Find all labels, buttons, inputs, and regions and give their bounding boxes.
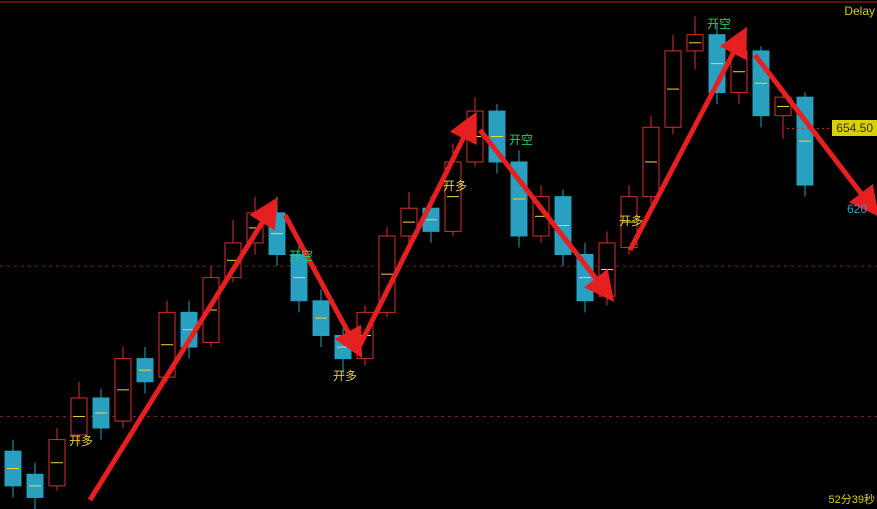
candlestick-chart: 开多开空开多开多开空开多开空Delay654.5062052分39秒 (0, 0, 877, 509)
trend-arrow (90, 210, 270, 500)
